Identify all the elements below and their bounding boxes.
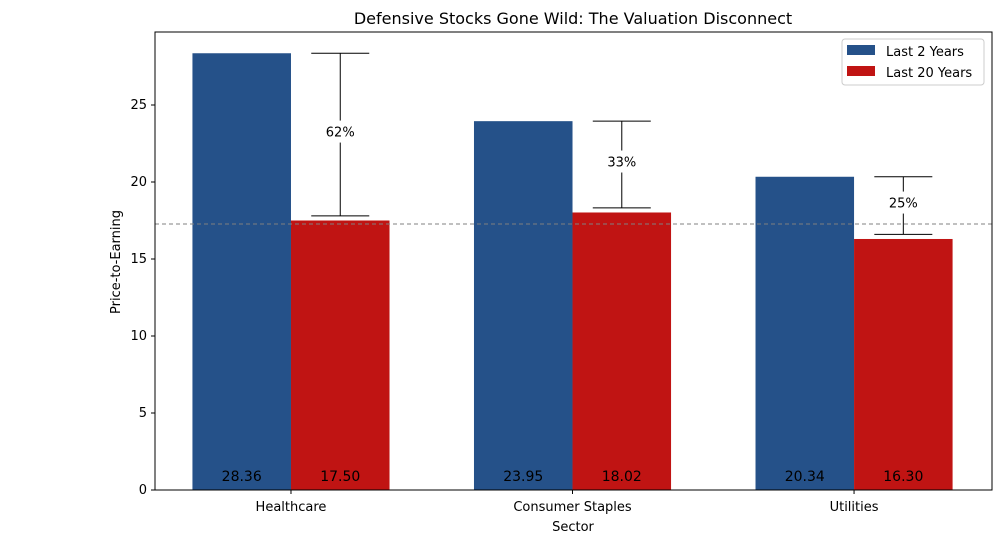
chart-title: Defensive Stocks Gone Wild: The Valuatio… — [354, 9, 792, 28]
y-tick-label: 20 — [130, 175, 147, 190]
bar-value-label: 17.50 — [320, 469, 360, 485]
x-axis-label: Sector — [552, 520, 594, 535]
y-tick-label: 25 — [130, 98, 147, 113]
legend-label-last-20-years: Last 20 Years — [886, 66, 972, 81]
bar-last-2-years — [755, 176, 855, 490]
bar-last-20-years — [572, 212, 672, 491]
premium-label: 25% — [889, 197, 918, 212]
y-tick-label: 5 — [139, 406, 147, 421]
legend-label-last-2-years: Last 2 Years — [886, 45, 964, 60]
premium-label-background — [601, 150, 642, 173]
bar-last-20-years — [854, 238, 953, 490]
x-tick-label: Utilities — [830, 500, 879, 515]
y-tick-label: 10 — [130, 329, 147, 344]
bar-value-label: 28.36 — [222, 469, 262, 485]
premium-label-background — [883, 191, 924, 214]
bar-last-20-years — [290, 220, 390, 490]
bar-value-label: 16.30 — [883, 469, 923, 485]
legend: Last 2 Years Last 20 Years — [841, 38, 985, 86]
x-tick-label: Healthcare — [256, 500, 327, 515]
bar-value-label: 20.34 — [785, 469, 825, 485]
bar-last-2-years — [473, 121, 573, 490]
legend-box — [841, 38, 985, 86]
y-tick-label: 0 — [139, 483, 147, 498]
bar-last-2-years — [192, 53, 291, 490]
legend-swatch-last-2-years — [847, 45, 875, 55]
premium-label-background — [320, 120, 361, 143]
x-tick-label: Consumer Staples — [513, 500, 632, 515]
y-tick-label: 15 — [130, 252, 147, 267]
y-axis-label: Price-to-Earning — [109, 210, 124, 314]
plot-frame — [154, 31, 993, 491]
bar-value-label: 23.95 — [503, 469, 543, 485]
bar-value-label: 18.02 — [602, 469, 642, 485]
premium-label: 62% — [326, 126, 355, 141]
premium-label: 33% — [607, 156, 636, 171]
legend-swatch-last-20-years — [847, 66, 875, 76]
